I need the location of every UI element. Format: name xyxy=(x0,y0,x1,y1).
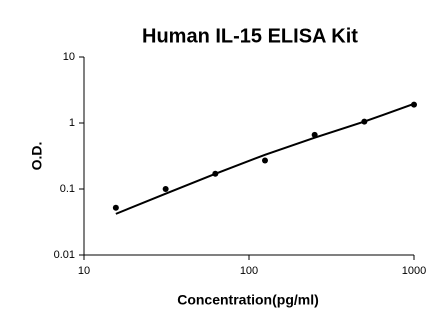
x-tick-label: 10 xyxy=(78,265,90,277)
y-tick-label: 0.1 xyxy=(60,183,75,195)
y-tick-label: 1 xyxy=(69,117,75,129)
data-point xyxy=(261,157,268,164)
chart-title: Human IL-15 ELISA Kit xyxy=(142,25,358,47)
x-axis-label: Concentration(pg/ml) xyxy=(177,292,319,308)
x-tick-label: 100 xyxy=(240,265,258,277)
fit-curve xyxy=(115,102,415,215)
y-axis-label: O.D. xyxy=(29,142,45,171)
data-point xyxy=(162,186,169,192)
y-tick-label: 10 xyxy=(63,51,75,63)
data-point xyxy=(112,204,119,211)
x-tick-label: 1000 xyxy=(402,265,426,277)
y-tick-label: 0.01 xyxy=(54,249,75,261)
